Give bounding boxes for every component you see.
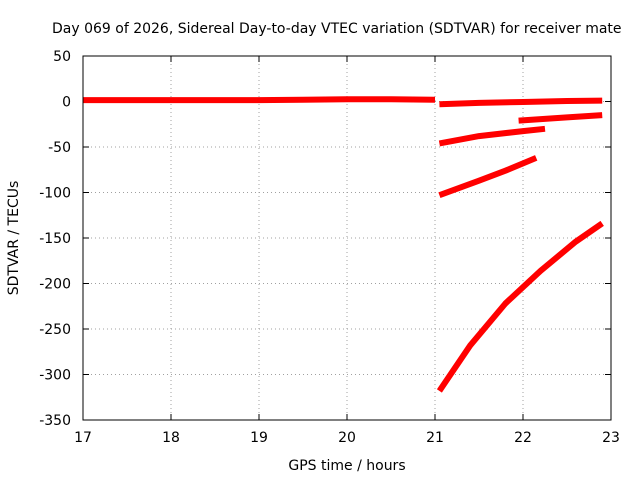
y-tick-label: -150 — [39, 231, 71, 247]
y-tick-label: -300 — [39, 368, 71, 384]
y-tick-label: -50 — [48, 140, 71, 156]
x-tick-label: 17 — [74, 430, 92, 446]
plot-frame — [82, 55, 612, 421]
series-track-5 — [438, 155, 538, 199]
y-tick-label: -100 — [39, 186, 71, 202]
x-tick-label: 23 — [602, 430, 620, 446]
x-tick-label: 19 — [250, 430, 268, 446]
x-axis-label: GPS time / hours — [288, 458, 405, 474]
grid-lines — [83, 56, 611, 420]
y-tick-labels: 50 0 -50 -100 -150 -200 -250 -300 -350 — [39, 49, 71, 429]
series-track-3 — [518, 112, 603, 124]
y-tick-label: -350 — [39, 413, 71, 429]
y-tick-label: -200 — [39, 277, 71, 293]
y-tick-label: -250 — [39, 322, 71, 338]
y-axis-label: SDTVAR / TECUs — [6, 181, 22, 296]
series-track-1 — [83, 96, 436, 104]
x-tick-labels: 17 18 19 20 21 22 23 — [74, 430, 620, 446]
series-track-6 — [436, 220, 604, 393]
x-tick-label: 20 — [338, 430, 356, 446]
series-track-2 — [439, 97, 603, 108]
x-tick-label: 18 — [162, 430, 180, 446]
y-tick-label: 0 — [62, 95, 71, 111]
data-series — [83, 96, 604, 393]
y-tick-label: 50 — [53, 49, 71, 65]
x-tick-label: 22 — [514, 430, 532, 446]
series-track-4 — [438, 125, 546, 147]
chart-title: Day 069 of 2026, Sidereal Day-to-day VTE… — [52, 21, 622, 37]
x-tick-label: 21 — [426, 430, 444, 446]
